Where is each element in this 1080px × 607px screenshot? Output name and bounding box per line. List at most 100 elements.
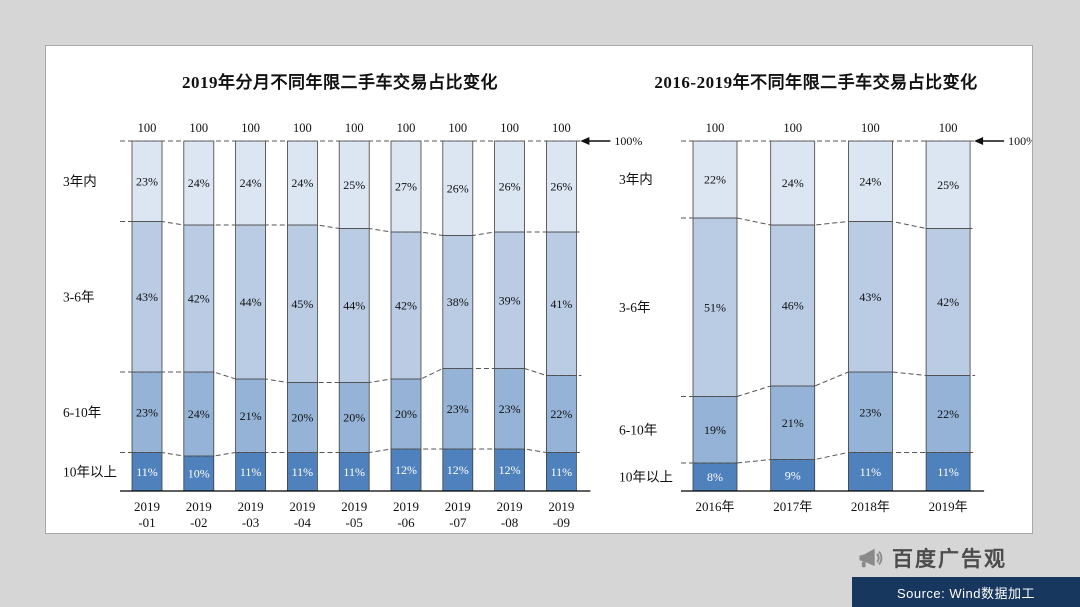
segment-value-label: 8% — [707, 470, 723, 484]
segment-value-label: 46% — [782, 299, 804, 313]
megaphone-icon — [859, 548, 883, 568]
category-label: -08 — [501, 515, 518, 530]
bar-segment — [925, 452, 971, 492]
arrow-head-icon — [974, 137, 984, 145]
category-label: 2019 — [134, 499, 160, 514]
row-label: 6-10年 — [63, 405, 101, 420]
bar-segment — [338, 228, 370, 383]
segment-value-label: 25% — [937, 178, 959, 192]
source-bar: Source: Wind数据加工 — [852, 577, 1080, 607]
bar-segment — [545, 231, 577, 376]
segment-value-label: 11% — [937, 465, 959, 479]
bar-segment — [925, 140, 971, 229]
row-label: 3-6年 — [63, 289, 95, 304]
segment-value-label: 11% — [136, 465, 158, 479]
segment-value-label: 22% — [704, 173, 726, 187]
category-label: 2019 — [341, 499, 367, 514]
bar-segment — [390, 140, 422, 233]
right-chart-title: 2016-2019年不同年限二手车交易占比变化 — [654, 73, 978, 92]
segment-value-label: 20% — [343, 411, 365, 425]
category-label: 2017年 — [773, 499, 812, 514]
segment-value-label: 20% — [291, 411, 313, 425]
segment-value-label: 9% — [785, 468, 801, 482]
category-label: -02 — [190, 515, 207, 530]
category-label: -03 — [242, 515, 259, 530]
segment-value-label: 38% — [447, 295, 469, 309]
bar-segment — [183, 140, 215, 226]
axis-max-label: 100% — [1008, 134, 1032, 148]
bar-segment — [390, 231, 422, 380]
segment-value-label: 23% — [859, 405, 881, 419]
segment-value-label: 10% — [188, 467, 210, 481]
segment-value-label: 42% — [937, 295, 959, 309]
segment-value-label: 20% — [395, 407, 417, 421]
row-label: 6-10年 — [619, 422, 657, 437]
category-label: -06 — [397, 515, 415, 530]
bar-segment — [338, 140, 370, 229]
segment-value-label: 24% — [188, 176, 210, 190]
bar-segment — [338, 382, 370, 453]
chart-panel: 2019年分月不同年限二手车交易占比变化 2016-2019年不同年限二手车交易… — [45, 45, 1033, 534]
segment-value-label: 11% — [551, 465, 573, 479]
segment-value-label: 12% — [447, 463, 469, 477]
segment-value-label: 23% — [136, 405, 158, 419]
bar-segment — [442, 140, 474, 236]
category-label: 2019 — [186, 499, 212, 514]
bar-segment — [770, 140, 816, 226]
category-label: 2019 — [445, 499, 471, 514]
segment-value-label: 11% — [292, 465, 314, 479]
segment-value-label: 11% — [240, 465, 262, 479]
bar-segment — [235, 452, 267, 492]
bar-segment — [692, 396, 738, 464]
total-label: 100 — [783, 121, 802, 135]
bar-segment — [545, 140, 577, 233]
category-label: -09 — [553, 515, 570, 530]
segment-value-label: 26% — [550, 180, 572, 194]
total-label: 100 — [706, 121, 725, 135]
total-label: 100 — [861, 121, 880, 135]
category-label: 2019 — [289, 499, 315, 514]
bar-segment — [286, 140, 318, 226]
segment-value-label: 11% — [343, 465, 365, 479]
row-label: 3-6年 — [619, 300, 651, 315]
segment-value-label: 39% — [499, 293, 521, 307]
segment-value-label: 24% — [240, 176, 262, 190]
bar-segment — [131, 452, 163, 492]
total-label: 100 — [448, 121, 467, 135]
bar-segment — [494, 140, 526, 233]
category-label: -05 — [346, 515, 363, 530]
boundary-dashed-line — [120, 221, 582, 236]
bar-segment — [286, 452, 318, 492]
bar-segment — [286, 382, 318, 453]
segment-value-label: 24% — [291, 176, 313, 190]
segment-value-label: 42% — [188, 292, 210, 306]
bar-segment — [848, 371, 893, 453]
bar-segment — [494, 448, 526, 492]
total-label: 100 — [189, 121, 208, 135]
segment-value-label: 12% — [499, 463, 521, 477]
total-label: 100 — [138, 121, 157, 135]
segment-value-label: 45% — [291, 297, 313, 311]
bar-segment — [692, 217, 738, 397]
bar-segment — [235, 140, 267, 226]
total-label: 100 — [397, 121, 416, 135]
bar-segment — [848, 140, 893, 222]
segment-value-label: 26% — [499, 180, 521, 194]
segment-value-label: 11% — [860, 465, 882, 479]
brand-logo: 百度广告观 — [856, 541, 1007, 575]
segment-value-label: 23% — [447, 402, 469, 416]
total-label: 100 — [241, 121, 260, 135]
category-label: -07 — [449, 515, 467, 530]
segment-value-label: 27% — [395, 180, 417, 194]
total-label: 100 — [500, 121, 519, 135]
boundary-dashed-line — [120, 368, 582, 383]
row-label: 3年内 — [63, 174, 97, 189]
boundary-dashed-line — [120, 448, 582, 457]
segment-value-label: 41% — [550, 297, 572, 311]
bar-segment — [494, 231, 526, 369]
bar-segment — [848, 221, 893, 373]
category-label: 2018年 — [851, 499, 890, 514]
total-label: 100 — [552, 121, 571, 135]
bar-segment — [494, 368, 526, 450]
